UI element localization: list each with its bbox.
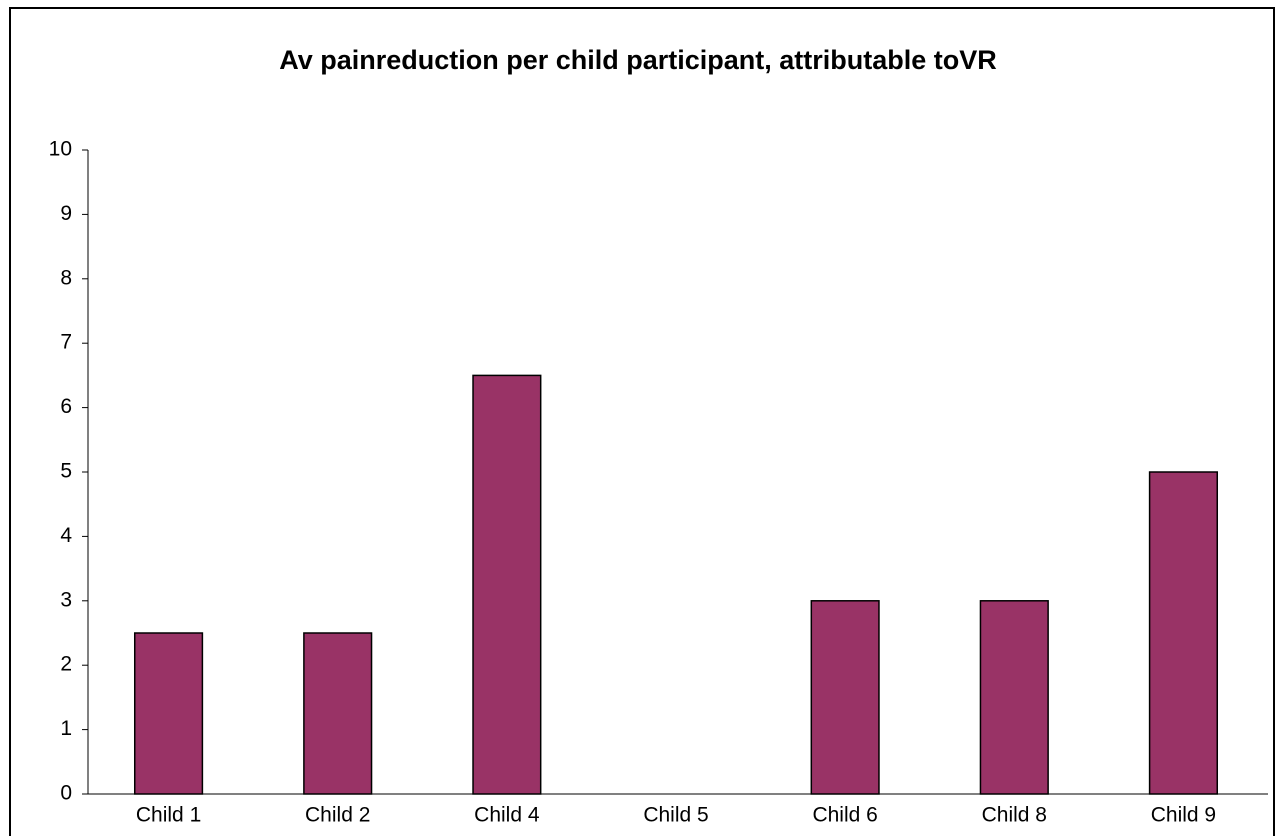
bar: [1148, 471, 1219, 795]
x-tick-label: Child 6: [812, 804, 877, 827]
y-tick-label: 10: [49, 138, 72, 161]
x-tick-label: Child 4: [474, 804, 540, 827]
y-tick-label: 4: [60, 524, 72, 547]
y-tick-label: 9: [60, 202, 72, 225]
y-tick-label: 6: [60, 395, 72, 418]
y-tick-label: 1: [60, 717, 72, 740]
bar: [303, 632, 373, 795]
x-tick-label: Child 1: [136, 804, 201, 827]
y-tick-label: 2: [60, 653, 72, 676]
y-tick-label: 0: [60, 782, 72, 805]
y-tick-label: 3: [60, 588, 72, 611]
bar: [133, 632, 204, 795]
y-tick-label: 7: [60, 331, 72, 354]
y-tick-label: 5: [60, 460, 72, 483]
x-tick-label: Child 8: [982, 804, 1047, 827]
x-tick-label: Child 5: [643, 804, 708, 827]
chart-border: [9, 7, 1275, 836]
bar: [472, 374, 542, 795]
bar: [810, 600, 880, 795]
x-tick-label: Child 9: [1151, 804, 1216, 827]
chart-title: Av painreduction per child participant, …: [279, 45, 997, 75]
y-tick-label: 8: [60, 266, 72, 289]
x-tick-label: Child 2: [305, 804, 370, 827]
bar: [979, 600, 1049, 795]
